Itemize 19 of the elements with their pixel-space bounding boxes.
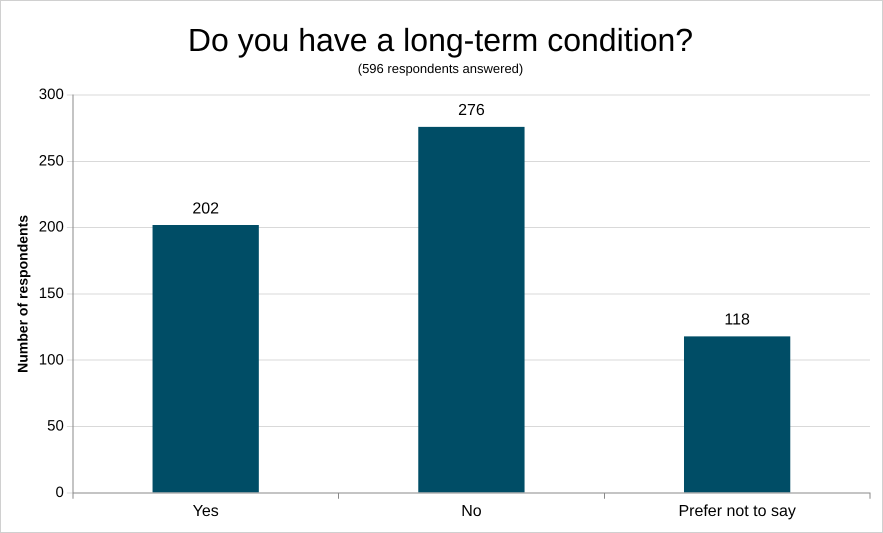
y-tick-label: 200 xyxy=(38,218,64,236)
data-label: 276 xyxy=(458,102,485,120)
x-tick-label: Yes xyxy=(192,502,219,520)
x-tick-label: Prefer not to say xyxy=(678,502,796,520)
chart-title: Do you have a long-term condition? xyxy=(188,22,694,58)
x-tick-label: No xyxy=(461,502,482,520)
bar xyxy=(152,224,259,492)
y-tick-label: 0 xyxy=(55,484,64,501)
y-tick-label: 150 xyxy=(38,285,64,302)
data-label: 202 xyxy=(192,200,220,218)
chart-subtitle: (596 respondents answered) xyxy=(358,60,524,76)
y-tick-label: 250 xyxy=(38,152,64,170)
data-label: 118 xyxy=(724,312,750,329)
bar xyxy=(684,336,790,492)
y-tick-label: 300 xyxy=(38,86,64,104)
y-axis-title: Number of respondents xyxy=(14,214,30,373)
y-tick-label: 100 xyxy=(38,351,64,368)
y-tick-label: 50 xyxy=(47,418,64,435)
bar xyxy=(418,126,525,492)
